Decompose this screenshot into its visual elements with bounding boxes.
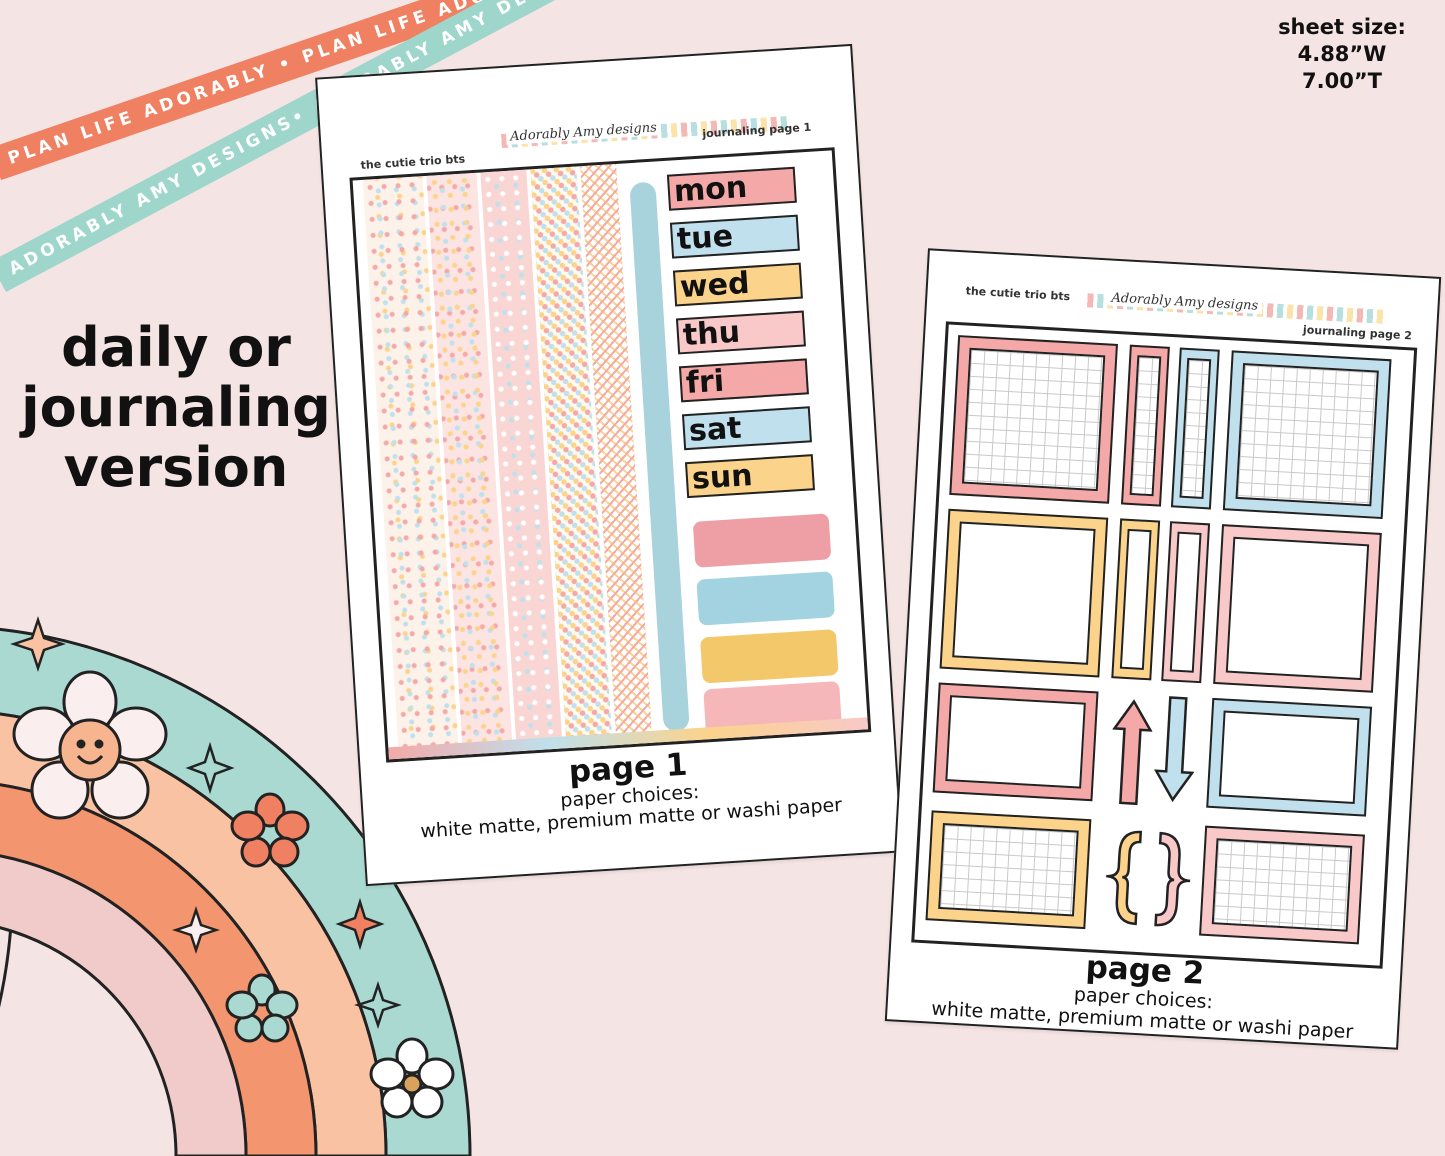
arrow-down-icon: [1153, 696, 1195, 803]
headline: daily or journaling version: [0, 318, 352, 498]
sticker-sheet-page-2: the cutie trio bts Adorably Amy designs …: [884, 248, 1442, 1050]
box-light-pink: [1213, 524, 1382, 693]
grid-rect-pink: [1199, 825, 1365, 945]
sparkle-icon: [185, 741, 235, 795]
smiley-flower-icon: [12, 670, 168, 820]
day-label-thu: thu: [675, 310, 806, 355]
scribble-yellow: [700, 629, 839, 684]
box-yellow: [939, 508, 1109, 678]
day-label-mon: mon: [666, 166, 797, 211]
headline-line-2: journaling: [21, 376, 331, 439]
strip-pink: [1161, 521, 1211, 684]
headline-line-1: daily or: [61, 316, 291, 379]
arrow-up-icon: [1112, 699, 1153, 806]
sheet-size-label: sheet size:: [1278, 15, 1406, 39]
sticker-area: mon tue wed thu fri sat sun: [349, 147, 872, 763]
grid-rect-yellow: [925, 810, 1092, 930]
headline-line-3: version: [63, 436, 289, 499]
sheet-header-left: the cutie trio bts: [965, 284, 1071, 304]
bracket-icons: [1106, 830, 1191, 927]
strip-yellow: [1111, 518, 1161, 681]
rainbow-illustration: [0, 616, 472, 1156]
grid-box-pink: [949, 335, 1118, 504]
rect-blue: [1206, 697, 1373, 817]
grid-strip-blue: [1170, 347, 1220, 510]
sheet-header-right: journaling page 2: [1302, 323, 1413, 343]
orange-flower-icon: [230, 792, 310, 868]
scribble-blue: [696, 571, 835, 626]
white-flower-icon: [369, 1037, 455, 1119]
sheet-size-note: sheet size: 4.88”W 7.00”T: [1262, 14, 1422, 95]
scribble-pink: [692, 513, 832, 568]
day-label-sat: sat: [681, 406, 812, 451]
day-label-sun: sun: [684, 454, 815, 499]
sheet-header-left: the cutie trio bts: [360, 152, 466, 172]
grid-strip-pink: [1121, 344, 1170, 507]
sticker-sheet-page-1: the cutie trio bts Adorably Amy designs …: [315, 43, 903, 887]
sparkle-icon: [354, 981, 402, 1029]
day-label-wed: wed: [672, 262, 803, 307]
sparkle-icon: [10, 616, 66, 672]
sheet-height: 7.00”T: [1302, 69, 1382, 93]
sparkle-icon: [335, 897, 385, 951]
grid-box-blue: [1222, 350, 1392, 520]
rect-pink: [932, 682, 1099, 802]
sticker-area: [911, 321, 1418, 969]
teal-flower-icon: [225, 973, 299, 1043]
day-label-tue: tue: [669, 214, 800, 259]
sheet-width: 4.88”W: [1297, 42, 1387, 66]
sparkle-icon: [172, 906, 220, 954]
day-label-fri: fri: [678, 358, 809, 403]
